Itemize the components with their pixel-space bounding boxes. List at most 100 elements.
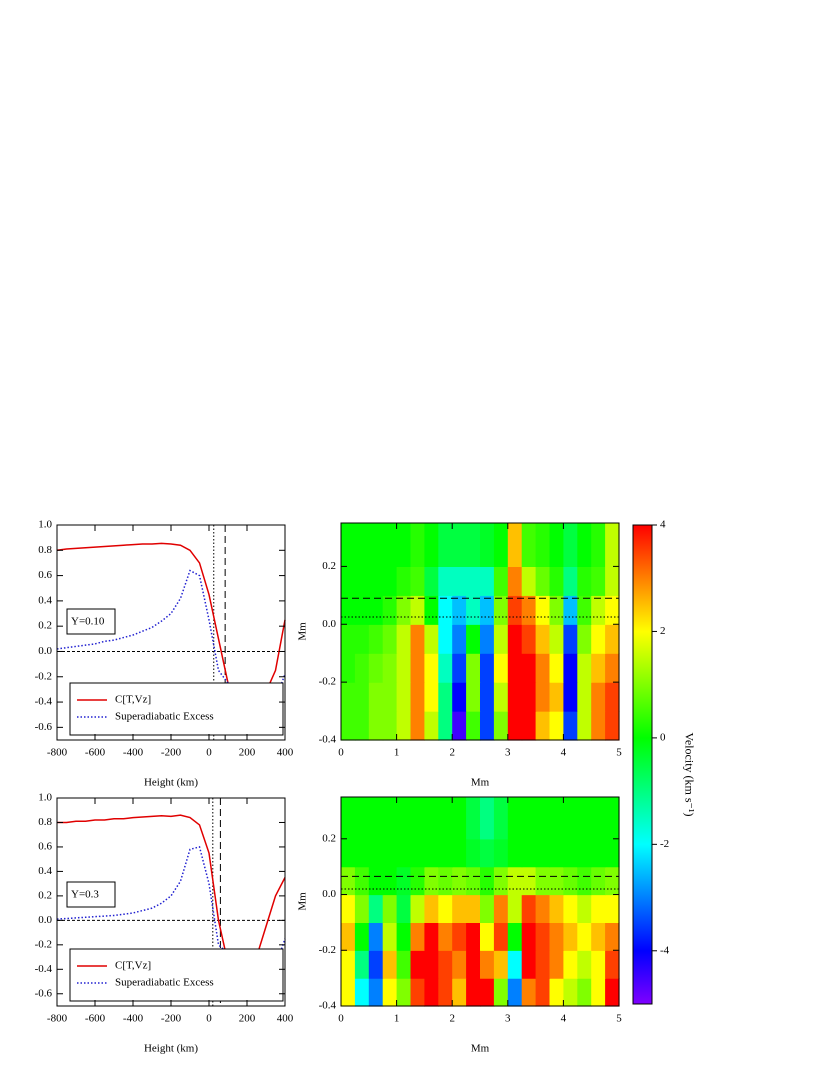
heatmap-cell (410, 838, 425, 868)
plot-frame (56, 524, 286, 741)
y-axis-label: Mm (297, 622, 309, 641)
heatmap-cell (466, 653, 481, 683)
heatmap-cell (480, 894, 495, 923)
heatmap-cell (493, 950, 509, 979)
heatmap-cell (368, 950, 384, 979)
y-tick-label: -0.6 (35, 721, 53, 733)
heatmap-cell (368, 595, 384, 625)
y-tick-label: 0.0 (38, 645, 52, 657)
heatmap-cell (535, 950, 551, 979)
heatmap-cell (368, 711, 384, 741)
heatmap-cell (549, 797, 564, 840)
heatmap-cell (563, 595, 578, 625)
heatmap-cell (368, 653, 384, 683)
heatmap-cell (591, 950, 606, 979)
heatmap-cell (480, 711, 495, 741)
legend-box (69, 948, 284, 1002)
heatmap-cell (341, 595, 356, 625)
heatmap-cell (341, 922, 356, 951)
heatmap-cell (507, 950, 523, 979)
y-tick-label: 0.6 (38, 840, 52, 852)
heatmap-cell (424, 566, 439, 596)
heatmap-cell (410, 922, 425, 951)
heatmap-cell (577, 566, 592, 596)
heatmap-cell (438, 682, 453, 712)
heatmap-cell (452, 866, 467, 896)
heatmap-cell (452, 894, 467, 923)
colorbar-tick-label: 4 (660, 519, 666, 531)
y-tick-label: 0.0 (322, 618, 336, 630)
heatmap-cell (507, 682, 523, 712)
heatmap-cell (438, 797, 453, 840)
heatmap-cell (563, 838, 578, 868)
heatmap-cell (521, 922, 537, 951)
heatmap-cell (591, 711, 606, 741)
heatmap-cell (563, 922, 578, 951)
heatmap-cell (577, 682, 592, 712)
heatmap-cell (396, 653, 412, 683)
heatmap-cell (354, 950, 370, 979)
heatmap-cell (507, 894, 523, 923)
heatmap-cell (466, 838, 481, 868)
colorbar-tick-label: -2 (660, 838, 669, 850)
heatmap-cell (480, 838, 495, 868)
heatmap-cell (424, 653, 439, 683)
heatmap-cell (382, 566, 398, 596)
heatmap-cell (354, 922, 370, 951)
heatmap-cell (466, 711, 481, 741)
y-tick-label: -0.2 (35, 670, 52, 682)
heatmap-cell (535, 523, 551, 567)
y-tick-label: -0.4 (319, 1000, 337, 1012)
heatmap-cell (521, 838, 537, 868)
heatmap-cell (354, 711, 370, 741)
heatmap-cell (368, 838, 384, 868)
heatmap-cell (424, 922, 439, 951)
heatmap-cell (521, 711, 537, 741)
heatmap-cell (493, 624, 509, 654)
heatmap-cell (563, 894, 578, 923)
x-tick-label: -800 (47, 1013, 68, 1025)
heatmap-cell (493, 595, 509, 625)
heatmap-cell (493, 978, 509, 1007)
heatmap-cell (563, 978, 578, 1007)
heatmap-cell (521, 978, 537, 1007)
heatmap-cell (521, 595, 537, 625)
heatmap-cell (396, 894, 412, 923)
heatmap-cell (493, 866, 509, 896)
heatmap-cell (493, 797, 509, 840)
x-tick-label: 1 (394, 1013, 400, 1025)
y-tick-label: -0.6 (35, 987, 53, 999)
y-tick-label: 1.0 (38, 792, 52, 804)
heatmap-cell (563, 624, 578, 654)
heatmap-cell (354, 838, 370, 868)
x-tick-label: 200 (239, 747, 256, 759)
x-tick-label: 0 (338, 747, 344, 759)
x-tick-label: 4 (561, 1013, 567, 1025)
heatmap-cell (452, 682, 467, 712)
heatmap-cell (466, 523, 481, 567)
heatmap-cell (577, 711, 592, 741)
heatmap-cell (341, 624, 356, 654)
heatmap-cell (493, 566, 509, 596)
heatmap-cell (563, 797, 578, 840)
x-axis-label: Height (km) (144, 777, 198, 789)
x-tick-label: -200 (161, 747, 182, 759)
x-axis-label: Mm (471, 1043, 490, 1055)
heatmap-cell (521, 866, 537, 896)
heatmap-cell (341, 566, 356, 596)
heatmap-cell (605, 682, 620, 712)
heatmap-cell (521, 624, 537, 654)
heatmap-cell (535, 624, 551, 654)
heatmap-cell (591, 566, 606, 596)
heatmap-cell (354, 523, 370, 567)
heatmap-cell (396, 950, 412, 979)
heatmap-cell (591, 595, 606, 625)
heatmap-cell (549, 523, 564, 567)
heatmap-cell (535, 566, 551, 596)
heatmap-cell (521, 682, 537, 712)
heatmap-cell (396, 922, 412, 951)
heatmap-cell (591, 682, 606, 712)
y-tick-label: 0.2 (38, 620, 52, 632)
heatmap-cell (396, 682, 412, 712)
heatmap-cell (535, 595, 551, 625)
